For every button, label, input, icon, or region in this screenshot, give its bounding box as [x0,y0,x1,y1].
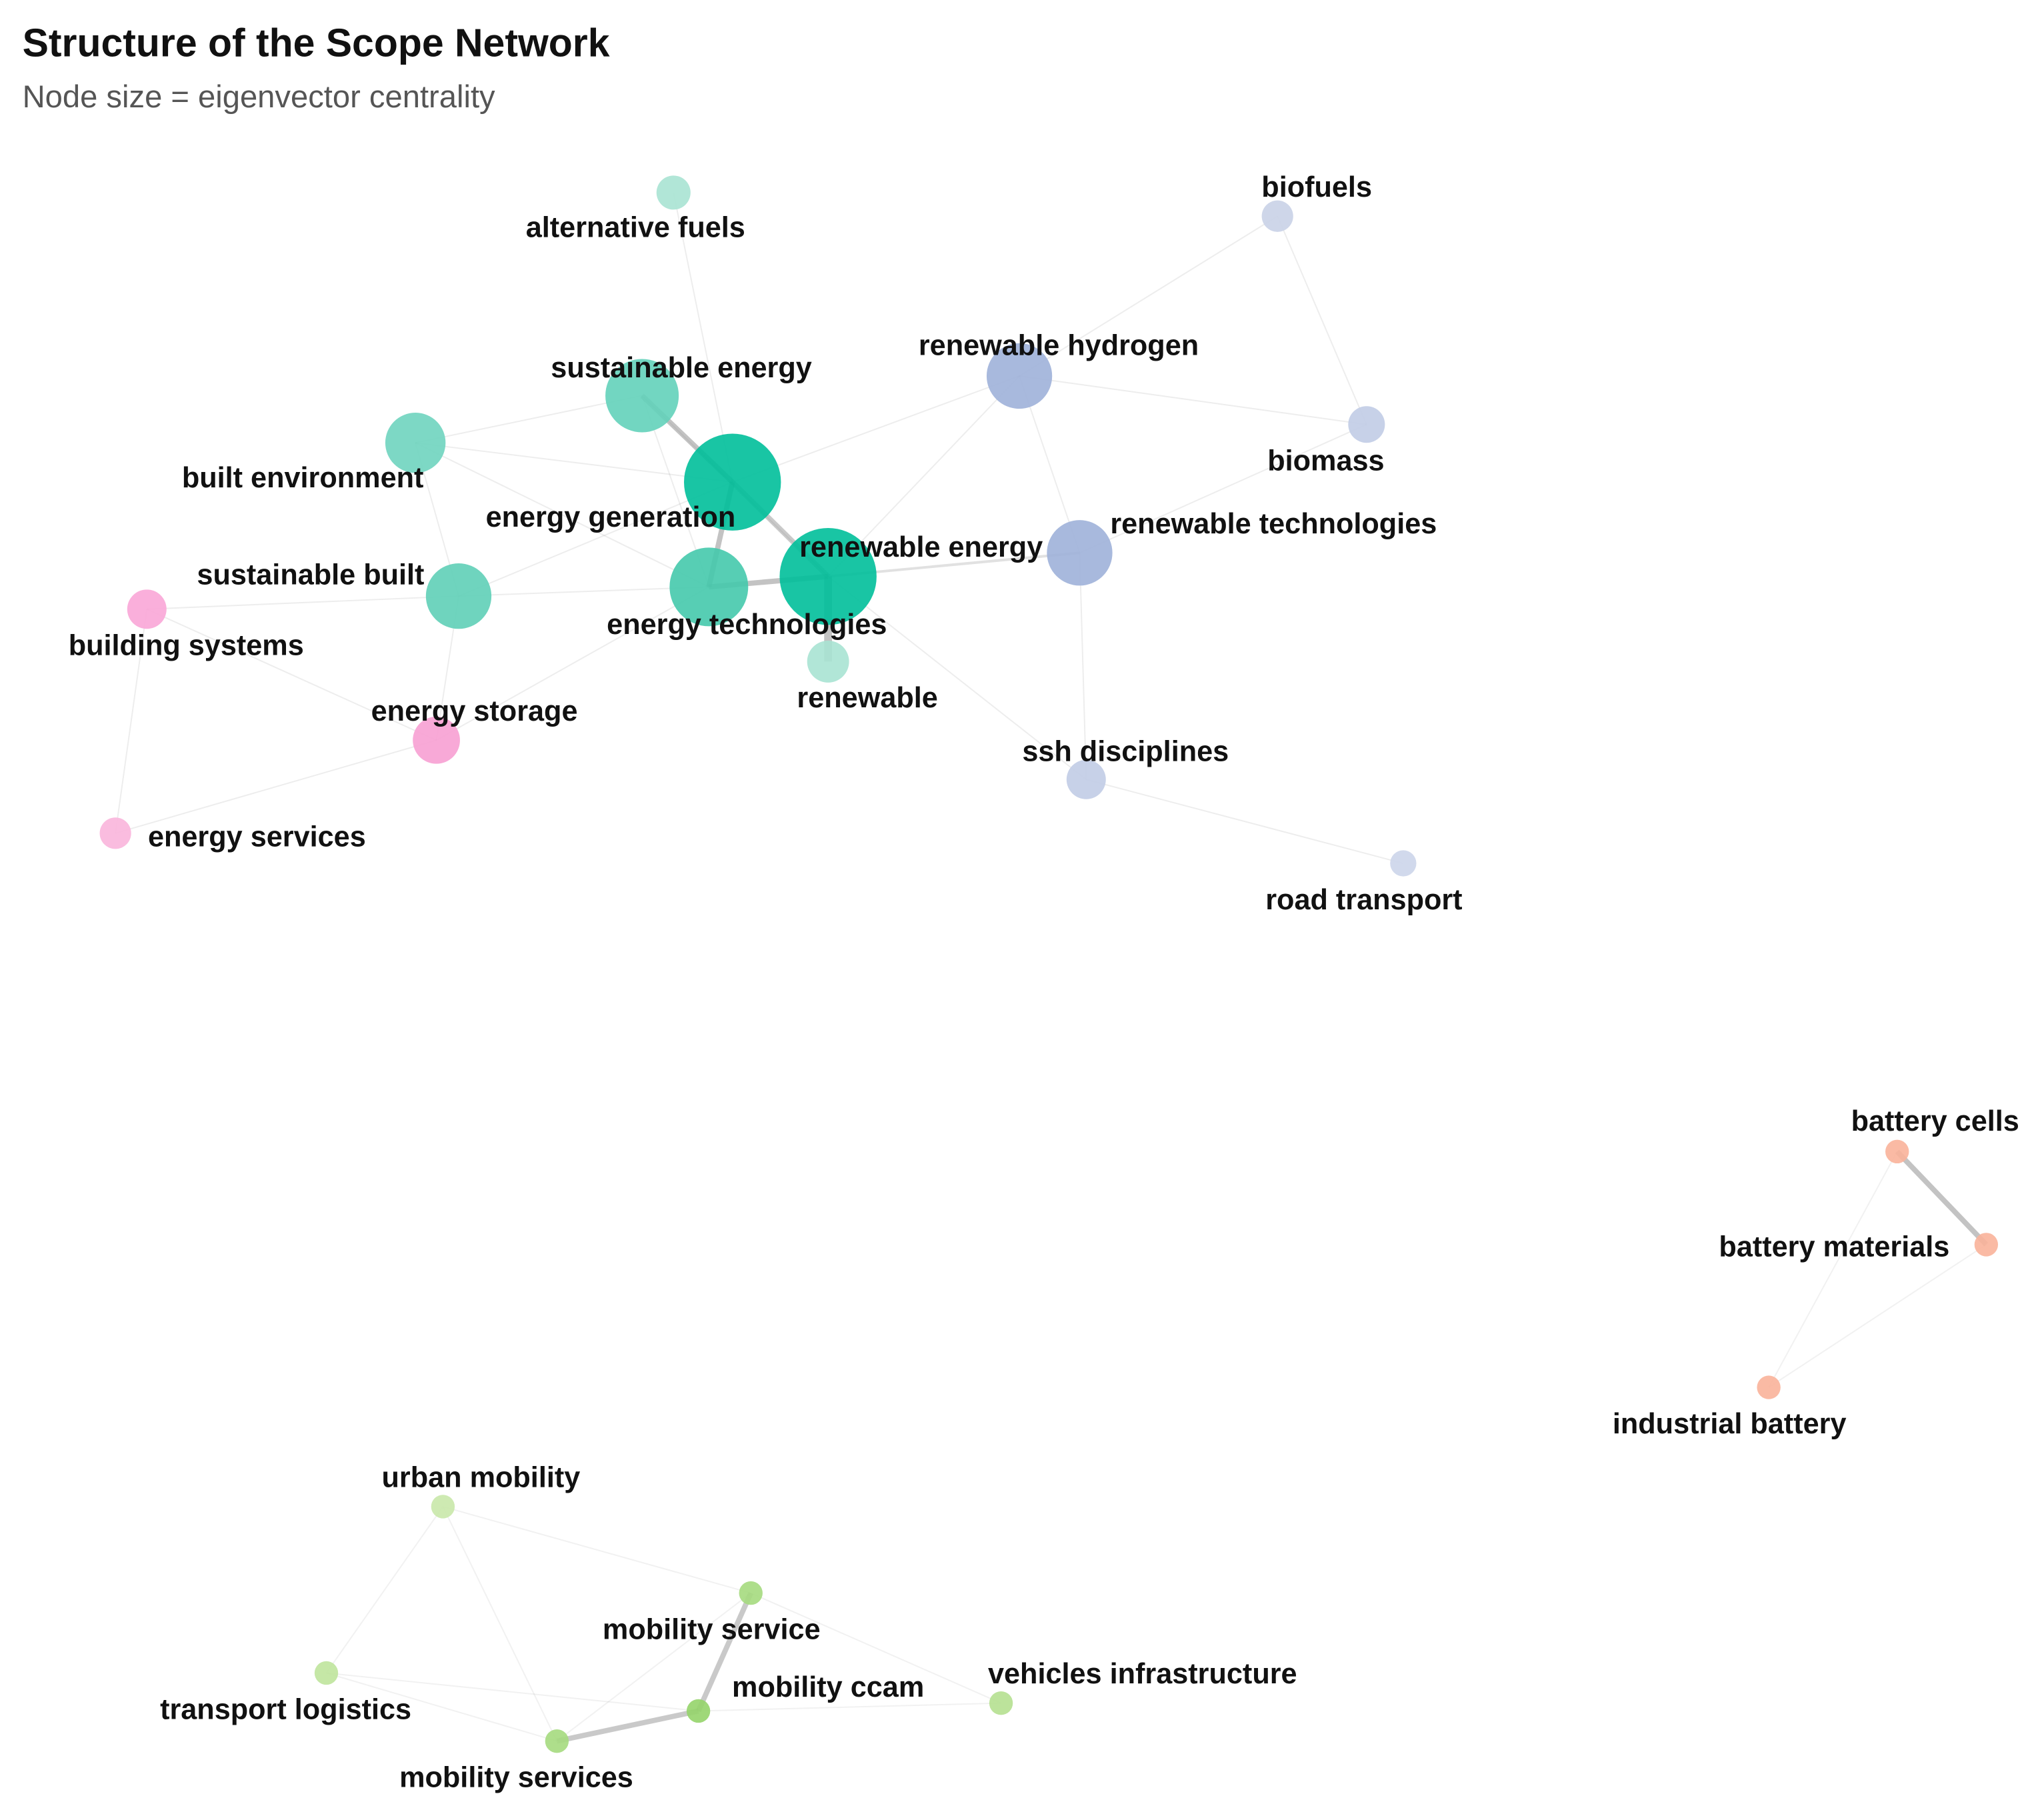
node-label: energy generation [486,501,736,533]
edge [696,1592,753,1713]
edge [1079,423,1367,554]
edge [415,442,733,483]
node-label: renewable technologies [1110,508,1437,540]
node [1974,1233,1999,1257]
node-label: mobility ccam [732,1671,924,1703]
edge [415,442,709,588]
edge [1768,1151,1898,1388]
node [669,547,749,627]
node [314,1661,339,1685]
node-label: battery cells [1851,1105,2019,1137]
edge [698,1702,1001,1712]
node-label: energy technologies [607,609,887,641]
node-label: built environment [182,462,424,494]
node-label: sustainable built [197,559,424,591]
node-label: industrial battery [1613,1408,1847,1440]
node-label: alternative fuels [526,212,745,244]
node [686,1699,711,1723]
edge [146,608,437,741]
edge [458,586,709,597]
edge [1019,375,1367,425]
node [1047,520,1113,586]
edge [325,1506,444,1674]
edge [673,192,733,483]
node-label: biomass [1267,445,1384,477]
node [1757,1375,1781,1399]
edge [115,609,148,833]
node [545,1729,569,1753]
node-label: road transport [1265,884,1462,916]
node [656,175,691,210]
node-label: sustainable energy [551,352,812,384]
node-label: ssh disciplines [1022,736,1229,768]
node-label: renewable energy [799,531,1043,563]
node [986,343,1053,409]
node [385,413,446,473]
node [431,1495,455,1519]
edge [1019,215,1278,377]
edge [1895,1149,1989,1247]
node-label: energy storage [371,695,578,727]
node-label: vehicles infrastructure [988,1658,1297,1690]
edge [115,739,437,834]
edge [556,1708,699,1744]
title: Structure of the Scope Network [23,22,610,65]
node [1261,200,1293,232]
node [413,716,460,764]
edge [442,1506,558,1742]
node [127,589,167,629]
node [1348,406,1385,443]
edge [750,1592,1001,1704]
node [807,640,849,683]
edge [326,1672,699,1712]
node [779,527,877,625]
edge [1768,1244,1987,1388]
edge [1079,553,1087,780]
edge [443,1505,751,1594]
edge [147,595,459,610]
node-label: energy services [148,821,366,853]
edge [1277,215,1367,425]
node-label: battery materials [1719,1231,1949,1263]
node-label: transport logistics [160,1693,411,1725]
node [739,1581,763,1605]
edge [556,1592,751,1742]
node-label: urban mobility [382,1461,581,1493]
edge [436,586,709,741]
edge [827,575,1087,781]
edge [732,375,1020,483]
labels: alternative fuels biofuels sustainable ene… [69,171,2019,1794]
edge [326,1672,557,1742]
node [1390,850,1417,877]
node-label: renewable [797,682,937,714]
edge [458,481,733,597]
node [1885,1139,1909,1164]
node [683,433,781,531]
nodes [99,175,1999,1753]
node-label: biofuels [1261,171,1372,203]
node-label: building systems [69,630,304,662]
node-label: mobility services [399,1761,633,1793]
node [605,359,679,433]
node [99,817,131,849]
edge [415,395,643,444]
node-label: renewable hydrogen [919,330,1199,362]
node [1066,759,1106,799]
node [425,563,492,629]
node [989,1691,1013,1715]
edge [1086,779,1404,864]
node-label: mobility service [603,1613,821,1645]
subtitle: Node size = eigenvector centrality [23,79,495,114]
